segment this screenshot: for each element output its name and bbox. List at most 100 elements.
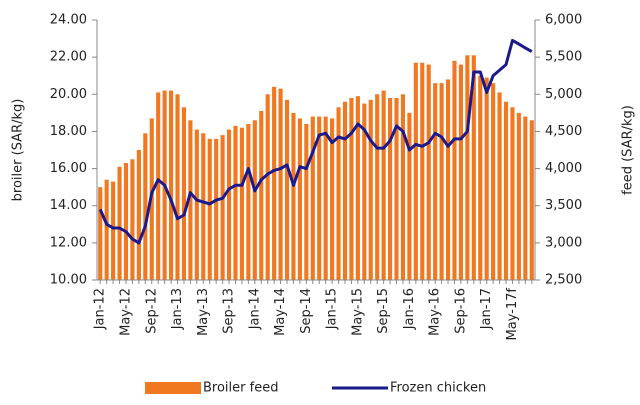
bar: [214, 138, 219, 280]
bar: [471, 55, 476, 281]
bar: [156, 92, 161, 280]
x-tick-label: Jan-12: [93, 288, 108, 330]
bar: [278, 88, 283, 280]
bar: [445, 79, 451, 280]
bar: [426, 64, 431, 280]
x-tick-label: Jan-13: [170, 288, 185, 330]
y-tick-label: 24.00: [50, 13, 87, 28]
y2-tick-label: 6,000: [545, 13, 582, 28]
x-tick-label: Jan-14: [247, 288, 262, 330]
bar: [439, 83, 444, 281]
x-tick-label: Sep-13: [222, 288, 237, 334]
bar: [336, 107, 341, 281]
bar: [330, 118, 335, 280]
bar: [194, 129, 199, 280]
bar: [388, 98, 393, 280]
bar: [516, 112, 521, 280]
bar: [98, 187, 103, 280]
x-tick-label: Sep-14: [299, 288, 314, 334]
y-tick-label: 22.00: [50, 50, 87, 65]
y2-tick-label: 2,500: [545, 273, 582, 288]
bar: [265, 94, 270, 281]
bar: [503, 101, 509, 280]
legend-label: Broiler feed: [203, 381, 278, 396]
bar: [201, 133, 206, 280]
bar: [104, 179, 109, 280]
x-tick-label: Jan-16: [402, 288, 417, 330]
bar: [491, 83, 496, 281]
bar: [175, 94, 180, 281]
bar: [433, 83, 438, 281]
y2-axis-title: feed (SAR/kg): [621, 105, 636, 195]
bar: [284, 99, 290, 280]
bar: [529, 120, 534, 281]
legend-swatch: [145, 382, 201, 394]
bar: [381, 90, 386, 280]
bar: [484, 77, 489, 280]
bar: [349, 98, 354, 280]
line: [98, 38, 533, 245]
bar: [188, 120, 193, 281]
bar: [259, 111, 264, 280]
y-tick-label: 16.00: [50, 161, 87, 176]
x-tick-label: May-16: [428, 288, 443, 336]
bar: [297, 118, 302, 280]
y-axis-title: broiler (SAR/kg): [11, 99, 26, 202]
y2-tick-label: 3,000: [545, 235, 582, 250]
bar: [317, 116, 322, 280]
y-tick-label: 18.00: [50, 124, 87, 139]
legend-label: Frozen chicken: [390, 381, 486, 396]
bar: [207, 138, 212, 280]
y2-tick-label: 5,000: [545, 87, 582, 102]
bar: [400, 94, 406, 281]
bar: [252, 120, 257, 281]
bar: [497, 92, 502, 280]
bar: [310, 116, 315, 280]
bar: [130, 159, 135, 280]
bar: [220, 135, 225, 280]
y-tick-label: 10.00: [50, 273, 87, 288]
y-tick-label: 12.00: [50, 235, 87, 250]
y-tick-label: 14.00: [50, 198, 87, 213]
y-tick-label: 20.00: [50, 87, 87, 102]
bar: [420, 62, 425, 280]
bar: [123, 163, 129, 280]
bar: [111, 181, 116, 280]
bar: [342, 101, 348, 280]
bar: [368, 99, 373, 280]
bar: [136, 150, 141, 280]
bar: [181, 107, 187, 281]
bar: [239, 127, 244, 280]
x-tick-label: Sep-16: [453, 288, 468, 334]
x-tick-label: May-14: [273, 288, 288, 336]
bar: [355, 96, 360, 281]
x-tick-label: May-13: [196, 288, 211, 336]
bar: [407, 112, 412, 280]
bar: [117, 166, 122, 280]
bar: [304, 124, 309, 280]
bar: [478, 75, 483, 280]
x-tick-label: May-12: [118, 288, 133, 336]
bar: [246, 124, 251, 280]
x-tick-label: May-17f: [505, 288, 520, 341]
bar: [233, 125, 238, 280]
y2-tick-label: 3,500: [545, 198, 582, 213]
bar: [413, 62, 418, 280]
bar: [272, 86, 277, 280]
bar: [465, 55, 470, 281]
y2-tick-label: 4,000: [545, 161, 582, 176]
bar: [510, 107, 515, 281]
y2-tick-label: 4,500: [545, 124, 582, 139]
y2-tick-label: 5,500: [545, 50, 582, 65]
bar: [291, 112, 296, 280]
bar: [458, 64, 463, 280]
bar: [375, 94, 380, 281]
x-tick-label: Jan-17: [479, 288, 494, 330]
x-tick-label: Sep-12: [144, 288, 159, 334]
bar: [452, 60, 457, 280]
bar: [169, 90, 174, 280]
x-tick-label: Jan-15: [325, 288, 340, 330]
bar: [143, 133, 148, 280]
bar: [394, 98, 399, 280]
